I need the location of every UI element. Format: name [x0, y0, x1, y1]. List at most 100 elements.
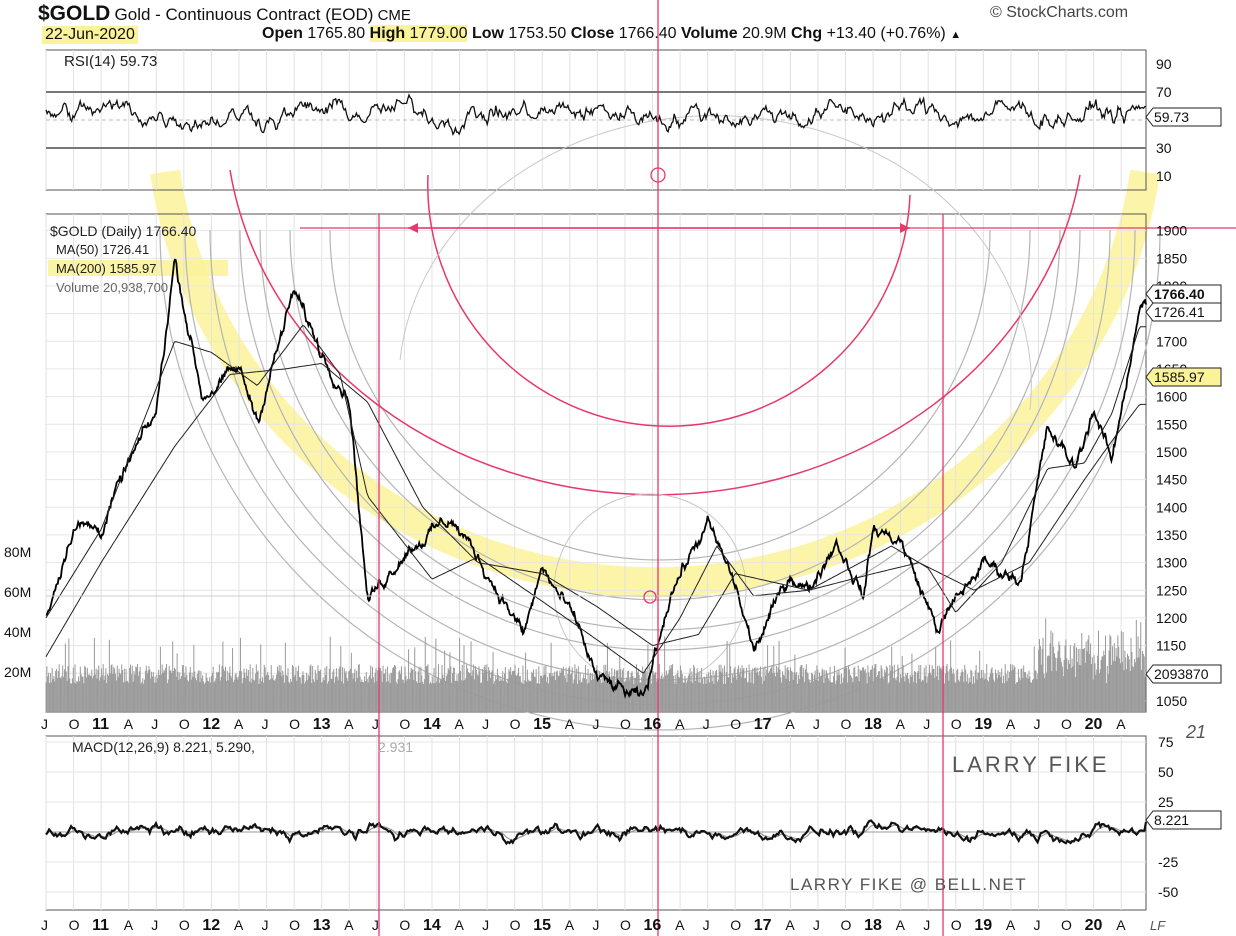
macd-legend-histogram: 2.931 — [378, 739, 413, 755]
price-axis-tick: 1200 — [1156, 610, 1187, 626]
rsi-legend: RSI(14) 59.73 — [64, 53, 157, 70]
close-value-label: 1766.40 — [1154, 286, 1205, 302]
red-circle-marker — [650, 167, 666, 183]
x-axis-label-bottom: O — [510, 917, 521, 933]
x-axis-label-bottom: J — [592, 917, 599, 933]
price-axis-tick: 1550 — [1156, 416, 1187, 432]
x-axis-label-bottom: 16 — [644, 917, 662, 934]
x-axis-label: A — [124, 716, 134, 732]
x-axis-label-bottom: J — [41, 917, 48, 933]
x-axis-label-bottom: 14 — [423, 917, 441, 934]
x-axis-label-bottom: 20 — [1085, 917, 1103, 934]
open-value: 1765.80 — [307, 25, 366, 42]
x-axis-label: O — [399, 716, 410, 732]
volume-value-label-tag — [1145, 664, 1222, 684]
x-axis-label: 14 — [423, 716, 441, 733]
price-legend-title: $GOLD (Daily) 1766.40 — [50, 223, 197, 239]
change-up-arrow-icon: ▲ — [950, 29, 962, 41]
x-axis-label-bottom: 13 — [313, 917, 331, 934]
red-arc — [427, 174, 911, 427]
x-axis-label: J — [372, 716, 379, 732]
price-axis-tick: 1450 — [1156, 472, 1187, 488]
close-value-label-tag — [1145, 284, 1222, 304]
x-axis-label: 18 — [864, 716, 882, 733]
x-axis-label: A — [896, 716, 906, 732]
ohlc-line: Open 1765.80 High 1779.00 Low 1753.50 Cl… — [262, 25, 961, 43]
x-axis-label-bottom: 15 — [533, 917, 551, 934]
x-axis-label: J — [592, 716, 599, 732]
x-axis-label: J — [703, 716, 710, 732]
x-axis-label-bottom: O — [69, 917, 80, 933]
x-axis-label-bottom: J — [923, 917, 930, 933]
ma200-legend: MA(200) 1585.97 — [56, 261, 156, 276]
x-axis-label: A — [785, 716, 795, 732]
x-axis-label-bottom: 18 — [864, 917, 882, 934]
price-axis-tick: 1700 — [1156, 333, 1187, 349]
x-axis-label: 17 — [754, 716, 772, 733]
x-axis-label: O — [69, 716, 80, 732]
low-label: Low — [471, 25, 504, 42]
x-axis-label-bottom: J — [151, 917, 158, 933]
x-axis-label-bottom: A — [1116, 917, 1126, 933]
fibonacci-arc — [239, 229, 1081, 651]
x-axis-label-bottom: A — [785, 917, 795, 933]
price-axis-tick: 1300 — [1156, 555, 1187, 571]
price-axis-tick: 1500 — [1156, 444, 1187, 460]
macd-line — [45, 819, 1148, 846]
macd-axis-tick: 25 — [1158, 794, 1174, 810]
macd-axis-tick: -50 — [1158, 884, 1178, 900]
x-axis-label: A — [455, 716, 465, 732]
x-axis-label-bottom: O — [1061, 917, 1072, 933]
chart-header-title: $GOLD Gold - Continuous Contract (EOD) C… — [38, 2, 411, 26]
x-axis-label-bottom: O — [620, 917, 631, 933]
corner-initials: LF — [1150, 918, 1166, 933]
ma50-legend: MA(50) 1726.41 — [56, 242, 149, 257]
fibonacci-arc — [329, 229, 991, 561]
x-axis-label-bottom: O — [289, 917, 300, 933]
rsi-axis-tick: 90 — [1156, 56, 1172, 72]
x-axis-label: A — [344, 716, 354, 732]
volume-axis-tick: 80M — [4, 544, 31, 560]
arrow-right-icon — [900, 223, 910, 233]
x-axis-label-bottom: O — [840, 917, 851, 933]
x-axis-label-bottom: J — [372, 917, 379, 933]
x-axis-label-bottom: 11 — [92, 917, 109, 934]
price-axis-tick: 1350 — [1156, 527, 1187, 543]
x-axis-label-bottom: A — [675, 917, 685, 933]
x-axis-label: A — [234, 716, 244, 732]
volume-value-label: 2093870 — [1154, 666, 1209, 682]
symbol: $GOLD — [38, 2, 111, 25]
x-axis-label: A — [1116, 716, 1126, 732]
x-axis-label: O — [730, 716, 741, 732]
rsi-axis-tick: 10 — [1156, 168, 1172, 184]
arrow-left-icon — [408, 223, 418, 233]
ma200-value-label: 1585.97 — [1154, 369, 1205, 385]
open-label: Open — [262, 25, 303, 42]
volume-legend: Volume 20,938,700 — [56, 280, 168, 295]
rsi-value-label: 59.73 — [1154, 109, 1189, 125]
x-axis-label-bottom: J — [262, 917, 269, 933]
x-axis-label-bottom: A — [896, 917, 906, 933]
x-axis-label: J — [813, 716, 820, 732]
x-axis-label: O — [1061, 716, 1072, 732]
x-axis-label: 15 — [533, 716, 551, 733]
x-axis-label: 19 — [974, 716, 992, 733]
red-arc-inner — [229, 169, 1081, 496]
price-axis-tick: 1850 — [1156, 250, 1187, 266]
volume-axis-tick: 40M — [4, 624, 31, 640]
x-axis-label-bottom: 19 — [974, 917, 992, 934]
macd-legend: MACD(12,26,9) 8.221, 5.290, — [72, 739, 255, 755]
x-axis-label: J — [262, 716, 269, 732]
macd-value-label: 8.221 — [1154, 812, 1189, 828]
stockcharts-watermark: © StockCharts.com — [990, 4, 1129, 21]
corner-note-21: 21 — [1185, 722, 1206, 742]
x-axis-label: J — [482, 716, 489, 732]
x-axis-label: J — [41, 716, 48, 732]
macd-value-label-tag — [1145, 810, 1222, 830]
x-axis-label-bottom: A — [124, 917, 134, 933]
x-axis-label-bottom: A — [455, 917, 465, 933]
volume-value: 20.9M — [742, 25, 787, 42]
x-axis-label-bottom: O — [179, 917, 190, 933]
instrument-name: Gold - Continuous Contract (EOD) — [114, 5, 374, 24]
